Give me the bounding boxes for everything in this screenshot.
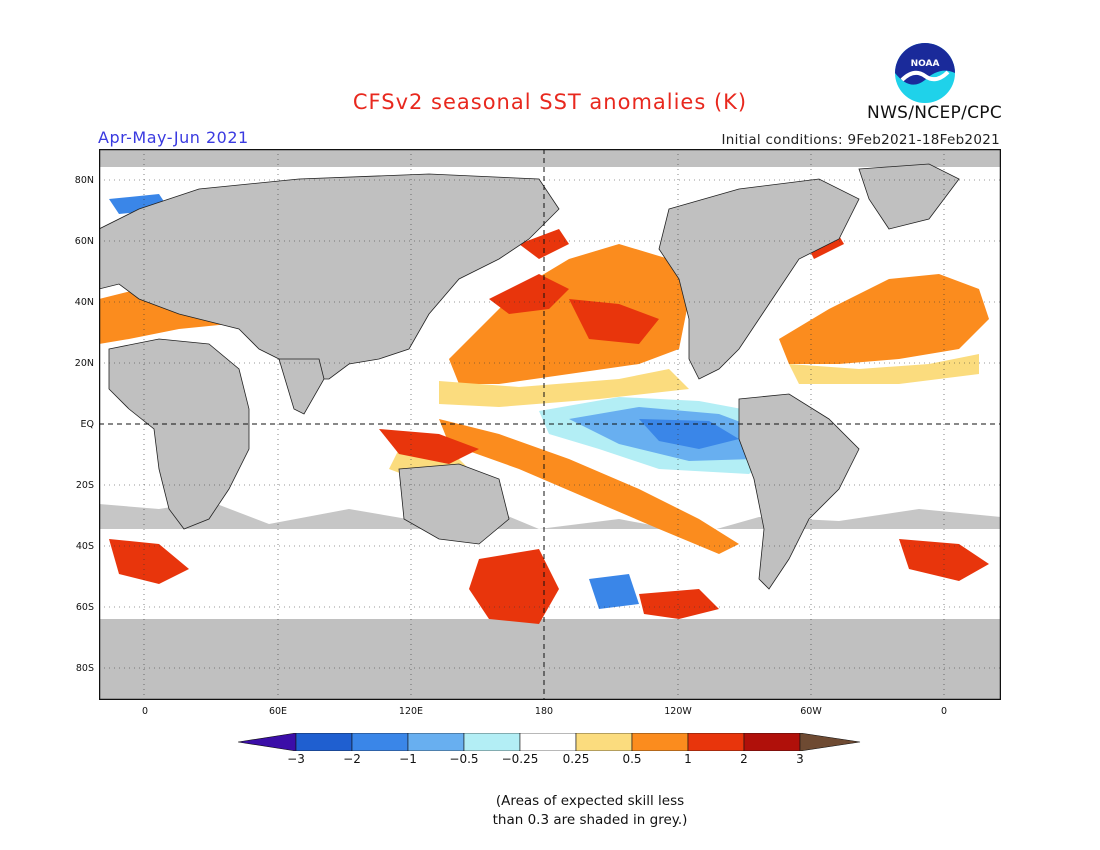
colorbar-label: −0.5	[449, 752, 479, 766]
colorbar-segment	[687, 733, 745, 751]
cold-anomaly-southern-ocean	[589, 574, 639, 609]
colorbar-label: −1	[399, 752, 417, 766]
colorbar-segment	[743, 733, 801, 751]
noaa-logo: NOAA	[895, 43, 955, 103]
lon-label: 60E	[268, 706, 288, 717]
skill-note-line: than 0.3 are shaded in grey.)	[492, 812, 688, 828]
colorbar-segment	[631, 733, 689, 751]
cold-anomaly-equatorial-pacific	[539, 397, 779, 474]
colorbar-label: 2	[740, 752, 748, 766]
colorbar-segment	[351, 733, 409, 751]
season-label: Apr-May-Jun 2021	[98, 128, 249, 147]
lon-label: 60W	[800, 706, 822, 717]
chart-title: CFSv2 seasonal SST anomalies (K)	[352, 90, 748, 114]
initial-conditions-label: Initial conditions: 9Feb2021-18Feb2021	[721, 132, 1000, 148]
colorbar-segments	[295, 733, 801, 751]
warm-anomaly-north-pacific	[439, 229, 689, 407]
lat-label: 40N	[74, 297, 94, 308]
grid-lines	[99, 149, 1001, 700]
logo-text: NOAA	[911, 59, 940, 69]
colorbar-label: 3	[796, 752, 804, 766]
lon-label: 120W	[664, 706, 692, 717]
lat-label: 80N	[74, 175, 94, 186]
lat-label: 40S	[75, 541, 94, 552]
lon-label: 0	[940, 706, 948, 717]
lat-label: 20N	[74, 358, 94, 369]
warm-anomaly-maritime	[379, 429, 479, 464]
lat-label: 80S	[75, 663, 94, 674]
colorbar-segment	[575, 733, 633, 751]
colorbar-label: 1	[684, 752, 692, 766]
colorbar-label: 0.25	[562, 752, 590, 766]
lat-label: 20S	[75, 480, 94, 491]
colorbar-label: −0.25	[501, 752, 539, 766]
skill-note-line: (Areas of expected skill less	[495, 793, 685, 809]
colorbar-label: −2	[343, 752, 361, 766]
colorbar-segment	[295, 733, 353, 751]
colorbar-min-arrow	[238, 733, 297, 751]
map-frame	[99, 149, 1001, 700]
colorbar-segment	[519, 733, 577, 751]
colorbar-max-arrow	[799, 733, 861, 751]
lat-label: 60S	[75, 602, 94, 613]
lon-label: 120E	[398, 706, 424, 717]
colorbar-label: −3	[287, 752, 305, 766]
colorbar-segment	[407, 733, 465, 751]
colorbar	[238, 733, 861, 751]
lat-label: 60N	[74, 236, 94, 247]
sst-anomaly-map	[99, 149, 1001, 700]
colorbar-label: 0.5	[622, 752, 642, 766]
skill-note: (Areas of expected skill less than 0.3 a…	[420, 792, 760, 830]
colorbar-segment	[463, 733, 521, 751]
lon-label: 180	[534, 706, 554, 717]
agency-label: NWS/NCEP/CPC	[867, 103, 1002, 123]
lon-label: 0	[141, 706, 149, 717]
antarctic-region	[99, 619, 1001, 700]
lat-label: EQ	[80, 419, 94, 430]
